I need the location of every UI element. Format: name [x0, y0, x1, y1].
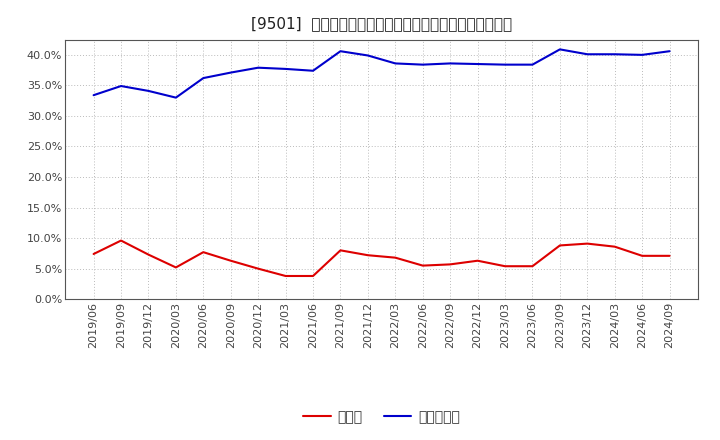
有利子負債: [583, 51, 592, 57]
Legend: 現預金, 有利子負債: 現預金, 有利子負債: [297, 405, 466, 430]
有利子負債: [144, 88, 153, 94]
現預金: [665, 253, 674, 258]
有利子負債: [282, 66, 290, 72]
現預金: [528, 264, 537, 269]
現預金: [144, 252, 153, 257]
現預金: [282, 273, 290, 279]
現預金: [391, 255, 400, 260]
有利子負債: [665, 48, 674, 54]
現預金: [638, 253, 647, 258]
有利子負債: [171, 95, 180, 100]
現預金: [364, 253, 372, 258]
有利子負債: [309, 68, 318, 73]
現預金: [500, 264, 509, 269]
現預金: [226, 258, 235, 264]
有利子負債: [638, 52, 647, 58]
現預金: [611, 244, 619, 249]
現預金: [171, 265, 180, 270]
有利子負債: [117, 84, 125, 89]
Line: 現預金: 現預金: [94, 241, 670, 276]
現預金: [254, 266, 263, 271]
現預金: [583, 241, 592, 246]
有利子負債: [199, 75, 207, 81]
有利子負債: [473, 62, 482, 67]
有利子負債: [611, 51, 619, 57]
現預金: [117, 238, 125, 243]
有利子負債: [364, 53, 372, 58]
現預金: [446, 262, 454, 267]
有利子負債: [500, 62, 509, 67]
有利子負債: [254, 65, 263, 70]
有利子負債: [556, 47, 564, 52]
有利子負債: [418, 62, 427, 67]
現預金: [473, 258, 482, 264]
有利子負債: [89, 92, 98, 98]
有利子負債: [336, 48, 345, 54]
有利子負債: [226, 70, 235, 75]
有利子負債: [446, 61, 454, 66]
現預金: [336, 248, 345, 253]
Line: 有利子負債: 有利子負債: [94, 49, 670, 98]
現預金: [89, 251, 98, 257]
現預金: [199, 249, 207, 255]
有利子負債: [528, 62, 537, 67]
有利子負債: [391, 61, 400, 66]
現預金: [556, 243, 564, 248]
Title: [9501]  現預金、有利子負債の総資産に対する比率の推移: [9501] 現預金、有利子負債の総資産に対する比率の推移: [251, 16, 512, 32]
現預金: [309, 273, 318, 279]
現預金: [418, 263, 427, 268]
